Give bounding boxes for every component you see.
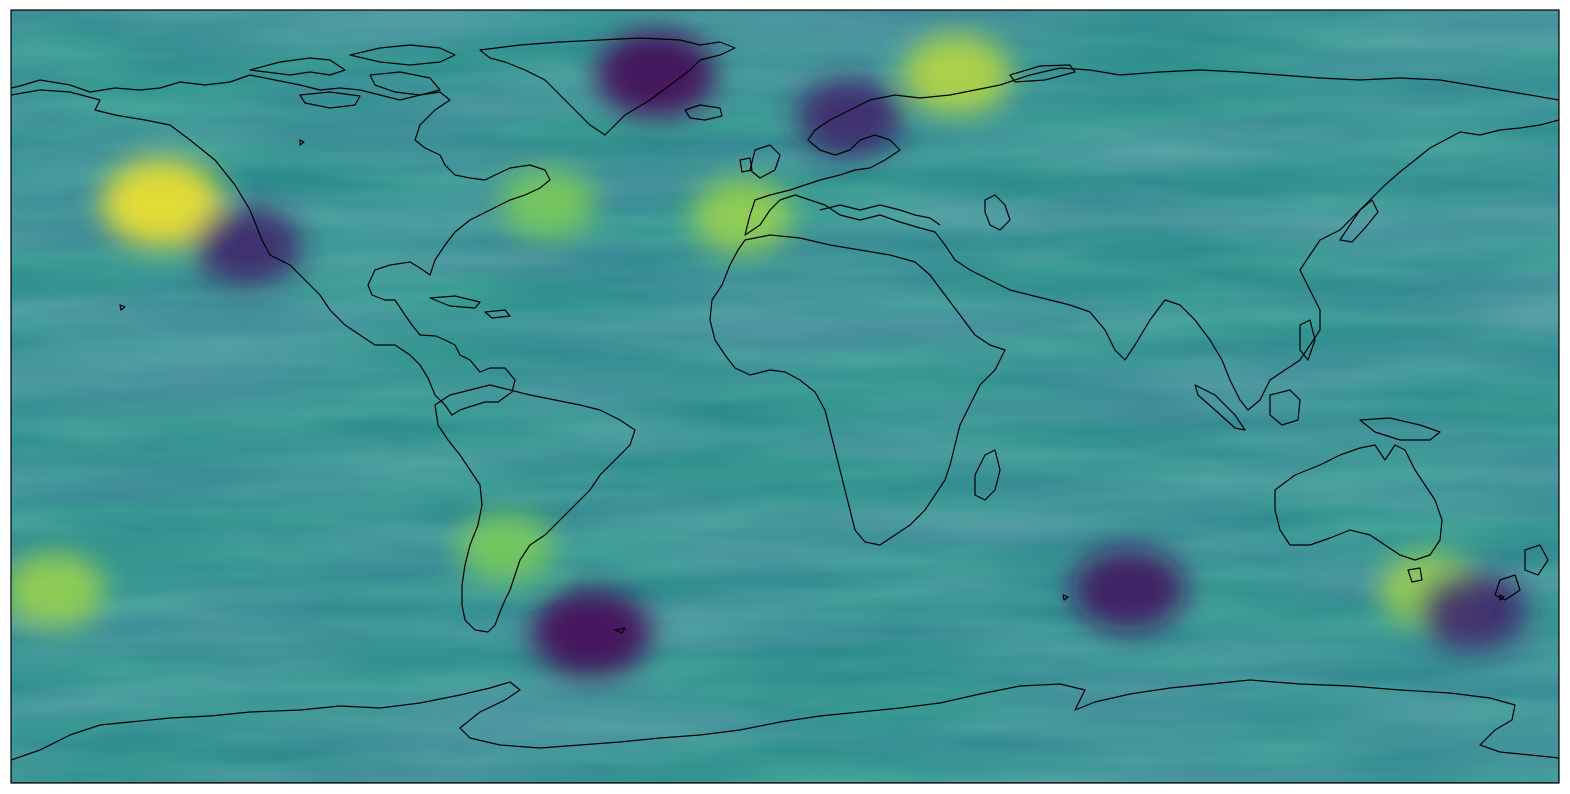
coastline-hispaniola — [484, 309, 511, 319]
field-feature-south-indian-ocean-minimum — [1072, 547, 1186, 632]
coastline-japan — [1339, 199, 1379, 243]
coastline-new-zealand — [1494, 544, 1549, 601]
coastline-borneo — [1269, 389, 1301, 426]
field-feature-northwest-atlantic-maximum — [500, 168, 597, 239]
field-feature-andes-maximum — [457, 511, 554, 583]
coastline-eurasia — [744, 67, 1559, 411]
coastline-arctic-islands — [249, 44, 456, 109]
field-texture-dark — [11, 10, 1559, 783]
coastline-antarctica — [11, 679, 1559, 783]
coastline-new-guinea — [1359, 417, 1441, 441]
map-frame — [10, 9, 1560, 784]
coastline-north-america — [11, 74, 551, 416]
field-feature-northeast-pacific-minimum — [193, 206, 302, 286]
coastline-madagascar — [974, 449, 1001, 501]
field-feature-iberia-maximum — [691, 178, 793, 254]
data-field — [11, 10, 1559, 783]
field-feature-southern-ocean-minimum — [1419, 571, 1527, 651]
coastlines — [11, 37, 1559, 783]
field-feature-gulf-of-alaska-maximum — [101, 159, 222, 248]
coastline-iceland — [684, 104, 723, 121]
field-feature-drake-passage-minimum — [531, 588, 652, 677]
coastline-greenland — [479, 37, 736, 136]
coastline-south-america — [434, 384, 636, 633]
coastline-tasmania — [1407, 567, 1423, 583]
coastline-caspian — [984, 194, 1011, 231]
coastline-sumatra — [1194, 384, 1246, 431]
coastline-philippines — [1299, 319, 1316, 361]
field-feature-greenland-minimum — [596, 30, 716, 119]
coastline-cuba — [429, 295, 481, 309]
coastline-mediterranean — [819, 204, 941, 226]
field-blobs — [11, 30, 1527, 677]
coastline-ireland — [739, 157, 753, 173]
coastline-australia — [1274, 444, 1443, 561]
coastline-africa — [709, 234, 1006, 546]
coastline-novaya-zemlya — [1009, 64, 1076, 83]
field-feature-barents-sea-maximum — [903, 34, 1011, 115]
field-feature-south-pacific-maximum — [11, 552, 105, 628]
field-feature-scandinavia-minimum — [795, 77, 904, 157]
coastline-small-islands — [119, 139, 1505, 634]
